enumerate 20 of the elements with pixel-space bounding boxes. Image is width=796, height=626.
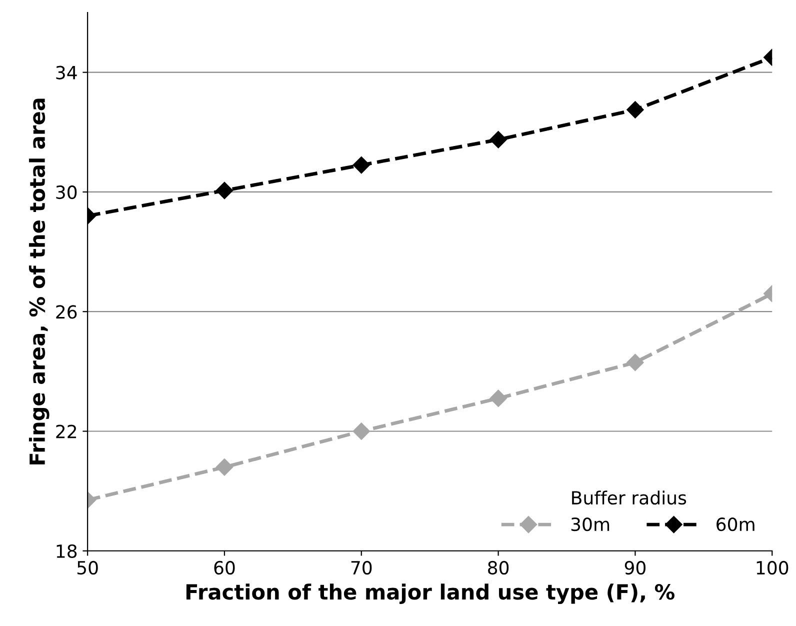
x-tick-label: 60: [214, 560, 235, 575]
y-axis-title: Fringe area, % of the total area: [28, 98, 50, 464]
x-tick-label: 50: [77, 560, 98, 575]
point: [352, 422, 370, 440]
point: [490, 131, 507, 148]
legend-label: 60m: [716, 517, 754, 532]
legend-label: 30m: [571, 517, 610, 532]
y-tick-label: 30: [56, 185, 77, 200]
legend-title: Buffer radius: [572, 490, 686, 505]
x-tick-label: 80: [488, 560, 509, 575]
y-tick-label: 26: [56, 305, 77, 319]
x-tick-label: 90: [624, 560, 646, 575]
y-tick-label: 22: [56, 424, 76, 438]
point: [352, 156, 370, 174]
x-axis-title: Fraction of the major land use type (F), %: [186, 584, 674, 604]
y-tick-label: 18: [56, 544, 77, 558]
point: [490, 390, 507, 407]
x-tick-label: 100: [756, 560, 788, 575]
y-tick-label: 34: [56, 66, 77, 80]
x-tick-label: 70: [351, 560, 372, 575]
